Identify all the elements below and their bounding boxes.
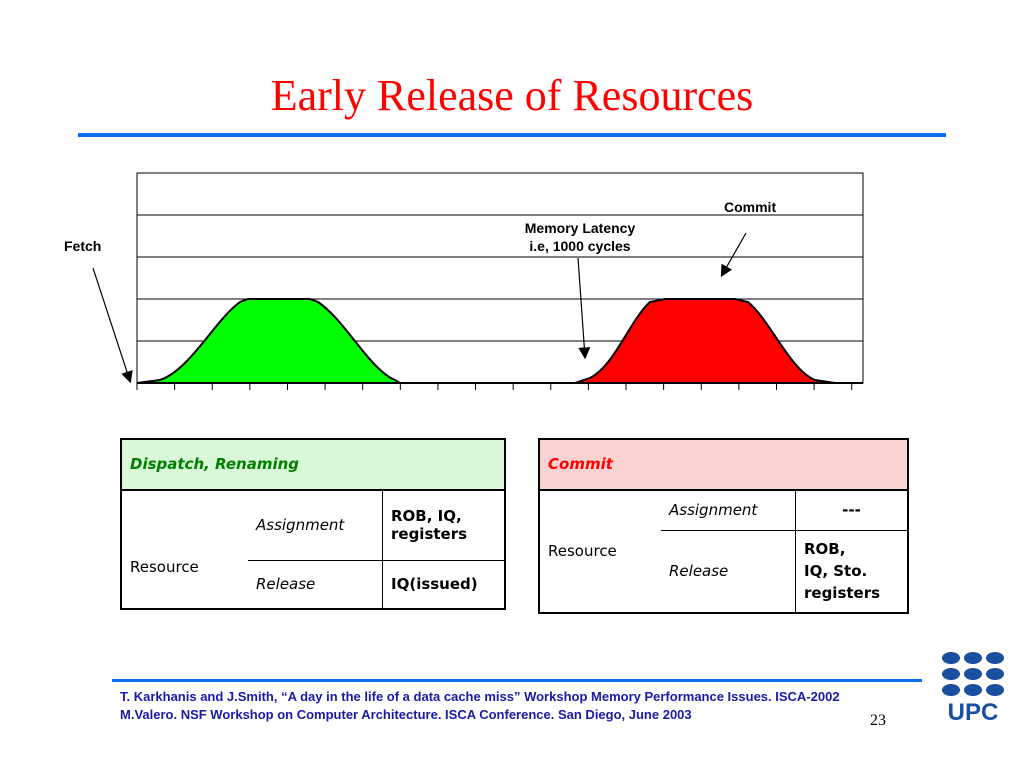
- commit-resource-cell: Resource: [548, 542, 617, 561]
- commit-assignment-value: ---: [795, 489, 908, 531]
- dispatch-assignment-value-line2: registers: [391, 525, 468, 544]
- logo-dot: [986, 668, 1004, 680]
- resource-usage-figure: [92, 172, 864, 390]
- logo-dot: [942, 668, 960, 680]
- dispatch-resource-cell: Resource: [130, 558, 199, 577]
- citation-line2: M.Valero. NSF Workshop on Computer Archi…: [120, 707, 692, 722]
- dispatch-release-label: Release: [256, 575, 316, 594]
- logo-dot: [964, 668, 982, 680]
- memory-latency-line1: Memory Latency: [524, 220, 636, 236]
- dispatch-assignment-value: ROB, IQ, registers: [382, 489, 505, 561]
- logo-dot: [964, 684, 982, 696]
- logo-dot: [986, 684, 1004, 696]
- footer-rule: [112, 679, 922, 682]
- page-number: 23: [870, 712, 886, 729]
- citation: T. Karkhanis and J.Smith, “A day in the …: [120, 688, 840, 724]
- upc-logo-text: UPC: [948, 699, 999, 725]
- commit-table: Commit Resource Assignment --- Release R…: [538, 438, 909, 614]
- logo-dot: [986, 652, 1004, 664]
- commit-release-value-line2: IQ, Sto.: [804, 562, 868, 581]
- logo-dot: [942, 684, 960, 696]
- upc-logo: UPC: [942, 652, 1004, 725]
- commit-release-value-line1: ROB,: [804, 540, 846, 559]
- dispatch-table: Dispatch, Renaming Resource Assignment R…: [120, 438, 506, 610]
- memory-latency-label: Memory Latency i.e, 1000 cycles: [505, 219, 655, 255]
- upc-logo-dots: [942, 652, 1004, 696]
- dispatch-assignment-value-line1: ROB, IQ,: [391, 507, 462, 526]
- commit-label: Commit: [724, 199, 777, 215]
- logo-dot: [964, 652, 982, 664]
- slide-title: Early Release of Resources: [270, 71, 754, 120]
- memory-latency-arrow: [577, 257, 591, 360]
- citation-line1: T. Karkhanis and J.Smith, “A day in the …: [120, 689, 840, 704]
- dispatch-release-value: IQ(issued): [382, 560, 505, 609]
- commit-arrow: [720, 232, 747, 278]
- logo-dot: [942, 652, 960, 664]
- dispatch-table-header: Dispatch, Renaming: [121, 439, 505, 491]
- commit-resource-curve: [574, 298, 836, 384]
- dispatch-assignment-label: Assignment: [248, 489, 383, 561]
- commit-release-value: ROB, IQ, Sto. registers: [795, 530, 908, 613]
- x-axis-ticks: [136, 383, 853, 390]
- commit-release-label: Release: [669, 562, 729, 581]
- title-underline: [78, 133, 946, 137]
- fetch-arrow: [92, 267, 133, 384]
- fetch-label: Fetch: [64, 238, 102, 254]
- memory-latency-line2: i.e, 1000 cycles: [529, 238, 631, 254]
- commit-assignment-label: Assignment: [661, 489, 796, 531]
- commit-release-value-line3: registers: [804, 584, 881, 603]
- commit-table-header: Commit: [539, 439, 908, 491]
- dispatch-resource-curve: [136, 298, 404, 384]
